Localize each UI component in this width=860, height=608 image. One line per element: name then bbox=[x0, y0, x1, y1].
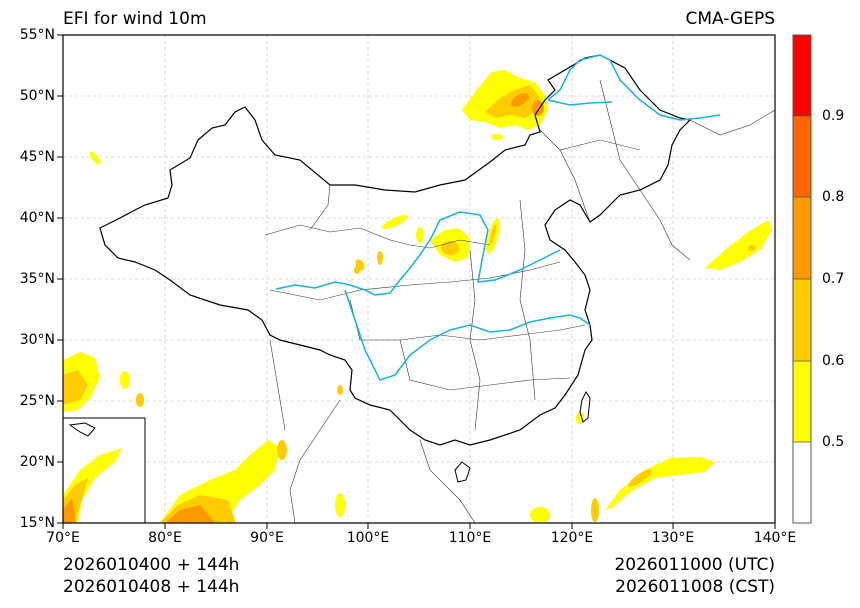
init-time-cst: 2026010408 + 144h bbox=[63, 577, 240, 597]
ytick-50n: 50°N bbox=[19, 88, 55, 104]
init-time-utc: 2026010400 + 144h bbox=[63, 555, 240, 575]
inset-map bbox=[63, 417, 146, 523]
colorbar bbox=[792, 34, 812, 524]
xtick-140e: 140°E bbox=[753, 530, 797, 546]
ytick-45n: 45°N bbox=[19, 149, 55, 165]
xtick-120e: 120°E bbox=[550, 530, 594, 546]
province-borders bbox=[264, 79, 775, 523]
xtick-80e: 80°E bbox=[148, 530, 182, 546]
xtick-70e: 70°E bbox=[46, 530, 80, 546]
ytick-25n: 25°N bbox=[19, 393, 55, 409]
xtick-130e: 130°E bbox=[651, 530, 695, 546]
ytick-40n: 40°N bbox=[19, 210, 55, 226]
map-plot-area bbox=[63, 35, 775, 523]
valid-time-cst: 2026011008 (CST) bbox=[615, 577, 775, 597]
xtick-110e: 110°E bbox=[448, 530, 492, 546]
efi-shading bbox=[63, 70, 772, 523]
ytick-20n: 20°N bbox=[19, 454, 55, 470]
ytick-55n: 55°N bbox=[19, 27, 55, 43]
rivers bbox=[275, 54, 721, 381]
ytick-30n: 30°N bbox=[19, 332, 55, 348]
china-border bbox=[99, 54, 692, 446]
ytick-15n: 15°N bbox=[19, 515, 55, 531]
tick-marks bbox=[57, 34, 776, 529]
colorbar-tick-0.9: 0.9 bbox=[822, 108, 845, 124]
gridlines bbox=[63, 35, 775, 523]
xtick-100e: 100°E bbox=[346, 530, 390, 546]
valid-time-utc: 2026011000 (UTC) bbox=[614, 555, 775, 575]
model-label: CMA-GEPS bbox=[685, 9, 775, 29]
colorbar-tick-0.6: 0.6 bbox=[822, 353, 845, 369]
colorbar-tick-0.7: 0.7 bbox=[822, 271, 845, 287]
ytick-35n: 35°N bbox=[19, 271, 55, 287]
xtick-90e: 90°E bbox=[250, 530, 284, 546]
chart-title: EFI for wind 10m bbox=[63, 9, 207, 29]
colorbar-tick-0.5: 0.5 bbox=[822, 434, 845, 450]
colorbar-tick-0.8: 0.8 bbox=[822, 189, 845, 205]
